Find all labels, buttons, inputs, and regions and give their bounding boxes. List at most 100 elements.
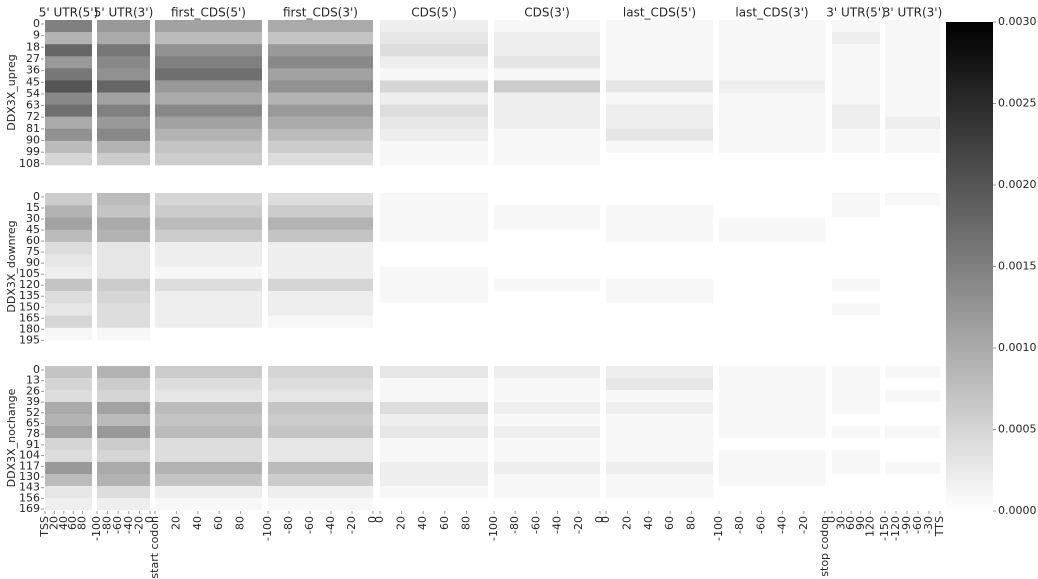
- heatmap-cell: [494, 303, 600, 316]
- heatmap-cell: [155, 254, 262, 267]
- x-tick-label: -20: [345, 516, 358, 534]
- y-tick-label: 169: [19, 502, 40, 515]
- heatmap-cell: [268, 104, 373, 117]
- heatmap-cell: [380, 278, 488, 292]
- y-tick-label: 91: [26, 438, 40, 451]
- heatmap-cell: [885, 315, 940, 329]
- heatmap-cell: [97, 92, 150, 105]
- heatmap-cell: [380, 450, 488, 463]
- heatmap-cell: [155, 116, 262, 130]
- heatmap-cell: [606, 242, 713, 255]
- heatmap-cell: [155, 266, 262, 280]
- heatmap-cell: [268, 378, 373, 391]
- heatmap-cell: [832, 217, 880, 231]
- heatmap-cell: [380, 56, 488, 69]
- heatmap-cell: [45, 303, 92, 316]
- heatmap-cell: [719, 104, 825, 117]
- heatmap-cell: [97, 44, 150, 57]
- heatmap-cell: [719, 193, 825, 206]
- heatmap-cell: [380, 32, 488, 45]
- y-tick-label: 27: [26, 52, 40, 65]
- heatmap-cell: [155, 56, 262, 69]
- x-tick-label: -40: [776, 516, 789, 534]
- heatmap-cell: [606, 414, 713, 427]
- heatmap-cell: [268, 68, 373, 81]
- heatmap-cell: [885, 414, 940, 427]
- heatmap-cell: [719, 474, 825, 487]
- heatmap-cell: [97, 254, 150, 267]
- heatmap-cell: [45, 462, 92, 475]
- heatmap-cell: [155, 378, 262, 391]
- colorbar-tick-label: 0.0010: [998, 341, 1037, 354]
- heatmap-cell: [45, 402, 92, 415]
- heatmap-cell: [380, 462, 488, 475]
- heatmap-cell: [494, 205, 600, 218]
- heatmap-cell: [719, 80, 825, 93]
- heatmap-cell: [494, 266, 600, 280]
- heatmap-cell: [719, 462, 825, 475]
- heatmap-cell: [885, 32, 940, 45]
- column-title: 3' UTR(5'): [826, 6, 886, 20]
- y-tick-label: 30: [26, 212, 40, 225]
- heatmap-cell: [719, 205, 825, 218]
- heatmap-cell: [380, 378, 488, 391]
- heatmap-cell: [885, 242, 940, 255]
- heatmap-cell: [45, 327, 92, 341]
- x-tick-label: -80: [733, 516, 746, 534]
- heatmap-cell: [380, 402, 488, 415]
- heatmap-cell: [832, 193, 880, 206]
- x-tick-label: 20: [620, 516, 633, 530]
- heatmap-cell: [606, 266, 713, 280]
- heatmap-cell: [268, 217, 373, 231]
- heatmap-cell: [832, 498, 880, 511]
- heatmap-cell: [494, 44, 600, 57]
- colorbar: [946, 22, 993, 511]
- heatmap-cell: [268, 402, 373, 415]
- heatmap-cell: [606, 450, 713, 463]
- heatmap-cell: [45, 80, 92, 93]
- heatmap-cell: [97, 128, 150, 142]
- y-tick-label: 195: [19, 333, 40, 346]
- column-title: CDS(3'): [524, 6, 570, 20]
- heatmap-cell: [380, 193, 488, 206]
- y-tick-label: 18: [26, 40, 40, 53]
- heatmap-cell: [494, 104, 600, 117]
- heatmap-cell: [832, 242, 880, 255]
- heatmap-cell: [494, 291, 600, 304]
- heatmap-cell: [45, 438, 92, 451]
- heatmap-cell: [494, 438, 600, 451]
- y-tick-label: 143: [19, 481, 40, 494]
- y-tick-label: 52: [26, 406, 40, 419]
- x-tick-label: -20: [132, 516, 145, 534]
- heatmap-cell: [832, 450, 880, 463]
- heatmap-cell: [97, 450, 150, 463]
- heatmap-cell: [719, 229, 825, 243]
- heatmap-cell: [268, 462, 373, 475]
- heatmap-cell: [380, 242, 488, 255]
- heatmap-cell: [380, 390, 488, 403]
- heatmap-cell: [268, 128, 373, 142]
- heatmap-cell: [268, 438, 373, 451]
- heatmap-cell: [832, 254, 880, 267]
- heatmap-cell: [97, 414, 150, 427]
- heatmap-cell: [268, 486, 373, 499]
- x-tick-label: -60: [111, 516, 124, 534]
- heatmap-cell: [719, 450, 825, 463]
- x-tick-label: 0: [143, 516, 156, 523]
- heatmap-cell: [719, 315, 825, 329]
- heatmap-cell: [494, 327, 600, 341]
- heatmap-cell: [719, 498, 825, 511]
- x-tick-label: -100: [487, 516, 500, 541]
- heatmap-cell: [45, 44, 92, 57]
- heatmap-cell: [885, 20, 940, 33]
- x-tick-label: 40: [642, 516, 655, 530]
- x-tick-label: -40: [324, 516, 337, 534]
- x-tick-label: 60: [66, 516, 79, 530]
- x-tick-label: 60: [438, 516, 451, 530]
- y-tick-label: 150: [19, 300, 40, 313]
- heatmap-cell: [268, 414, 373, 427]
- heatmap-cell: [494, 498, 600, 511]
- y-tick-label: 90: [26, 134, 40, 147]
- heatmap-cell: [885, 486, 940, 499]
- heatmap-cell: [268, 390, 373, 403]
